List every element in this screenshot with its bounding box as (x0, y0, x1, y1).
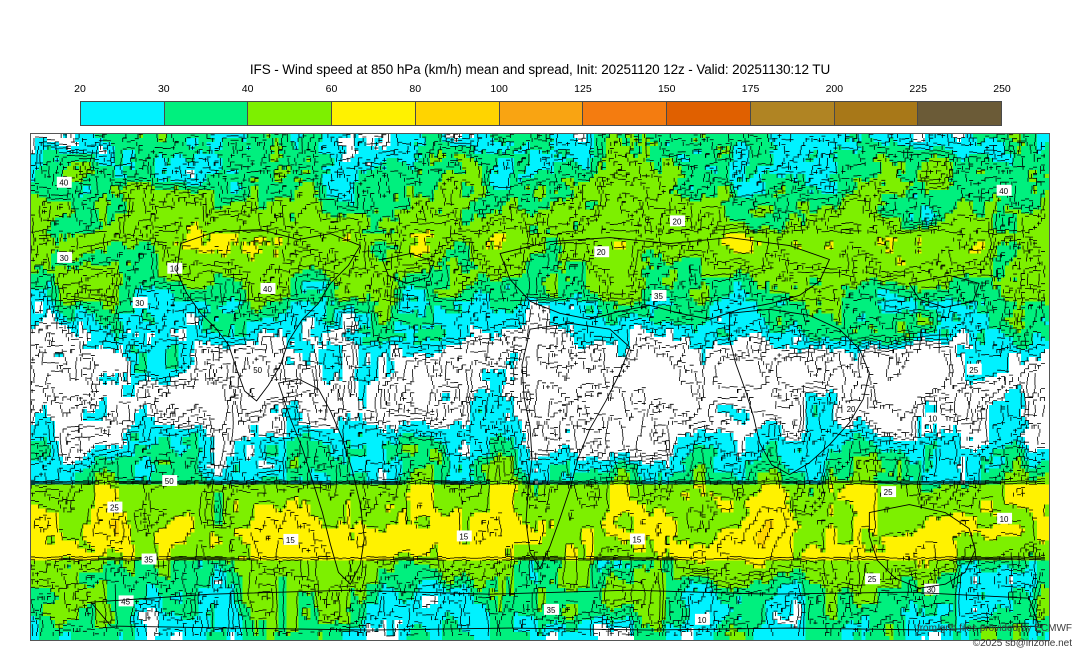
colorbar-segment-20-30 (81, 102, 164, 125)
coastline (381, 253, 435, 284)
colorbar-tick-20: 20 (74, 83, 86, 95)
svg-text:15: 15 (286, 536, 295, 545)
colorbar-segment-225-250 (917, 102, 1002, 125)
contour-label: 10 (167, 262, 183, 274)
colorbar-segment-80-100 (414, 102, 499, 125)
svg-text:15: 15 (459, 532, 468, 541)
contour-label: 25 (881, 486, 897, 497)
contour-label: 20 (594, 246, 610, 257)
coastline (729, 308, 870, 476)
colorbar-segment-125-150 (582, 102, 667, 125)
svg-text:30: 30 (60, 254, 69, 263)
svg-text:25: 25 (110, 504, 119, 513)
svg-text:45: 45 (121, 597, 130, 606)
contour-label: 15 (629, 533, 645, 544)
colorbar-tick-labels: 20 30 40 60 80 100 125 150 175 200 225 250 (74, 83, 1011, 99)
contour-label: 40 (56, 176, 72, 188)
svg-text:25: 25 (969, 366, 978, 375)
coastline (90, 589, 1040, 631)
wind-speed-map: 10 30 35 20 40 10 30 25 45 15 40 40 20 15 25 10 15 25 10 50… (31, 134, 1049, 640)
contour-label: 25 (966, 363, 982, 375)
svg-text:35: 35 (144, 555, 153, 564)
colorbar-tick-100: 100 (490, 83, 508, 95)
svg-text:10: 10 (928, 415, 937, 424)
svg-text:30: 30 (135, 299, 144, 308)
svg-text:40: 40 (59, 179, 68, 188)
svg-text:20: 20 (673, 217, 682, 226)
coastline (521, 322, 631, 569)
contour-label: 10 (997, 512, 1013, 524)
contour-label: 10 (694, 613, 710, 625)
contour-label: 10 (925, 412, 941, 424)
colorbar-segment-40-60 (247, 102, 332, 125)
contour-label: 30 (924, 583, 940, 595)
colorbar-segment-100-125 (498, 102, 583, 125)
svg-text:35: 35 (654, 292, 663, 301)
contour-label: 40 (996, 184, 1012, 196)
colorbar-segment-30-40 (163, 102, 248, 125)
svg-text:20: 20 (847, 405, 856, 414)
wind-speed-band (31, 221, 1049, 569)
page-title: IFS - Wind speed at 850 hPa (km/h) mean … (249, 62, 831, 77)
contour-label: 25 (865, 573, 881, 584)
contour-label: 35 (651, 289, 667, 301)
colorbar-strip (80, 101, 1002, 126)
svg-text:25: 25 (884, 488, 893, 497)
contour-label: 20 (670, 215, 685, 226)
svg-text:10: 10 (1000, 515, 1009, 524)
contour-label: 30 (57, 251, 73, 263)
contour-label: 20 (844, 403, 860, 414)
attribution-source: from grib files provided by ECMWF (916, 623, 1072, 634)
colorbar-tick-250: 250 (993, 83, 1011, 95)
svg-text:15: 15 (632, 535, 641, 544)
svg-text:35: 35 (547, 606, 556, 615)
svg-text:40: 40 (263, 285, 272, 294)
contour-label: 30 (132, 297, 148, 308)
colorbar-tick-175: 175 (741, 83, 760, 95)
svg-text:30: 30 (927, 586, 936, 595)
colorbar-tick-125: 125 (574, 83, 592, 95)
coastline (176, 229, 361, 402)
contour-label: 45 (118, 595, 134, 606)
svg-text:10: 10 (170, 265, 179, 274)
coastline (908, 274, 980, 308)
colorbar-tick-40: 40 (241, 83, 254, 95)
svg-text:50: 50 (165, 477, 174, 486)
svg-text:40: 40 (999, 187, 1008, 196)
contour-label: 35 (141, 553, 157, 564)
attribution-copyright: ©2025 sb@irizone.net (972, 638, 1072, 649)
wind-speed-band (31, 134, 1049, 640)
contour-lines (31, 134, 1046, 637)
colorbar-tick-200: 200 (825, 83, 844, 95)
colorbar-segment-200-225 (833, 102, 918, 125)
coastline (278, 378, 365, 585)
contour-label: 25 (107, 501, 123, 513)
coastline (499, 237, 830, 320)
colorbar-segment-60-80 (331, 102, 415, 125)
colorbar-tick-80: 80 (409, 83, 422, 95)
colorbar-segment-175-200 (749, 102, 834, 125)
contour-label: 40 (260, 282, 276, 294)
svg-text:10: 10 (698, 616, 707, 625)
contour-label: 15 (456, 530, 472, 541)
svg-text:25: 25 (868, 575, 877, 584)
colorbar-tick-30: 30 (157, 83, 170, 95)
svg-text:20: 20 (597, 248, 606, 257)
colorbar-tick-150: 150 (657, 83, 676, 95)
colorbar: 20 30 40 60 80 100 125 150 175 200 225 250 (74, 83, 1011, 127)
contour-label: 15 (283, 533, 299, 545)
contour-label: 50 (162, 475, 178, 486)
coastline (868, 504, 976, 589)
colorbar-tick-60: 60 (325, 83, 338, 95)
contour-label: 35 (543, 603, 559, 615)
map-frame[interactable]: 10 30 35 20 40 10 30 25 45 15 40 40 20 15 25 10 15 25 10 50… (30, 133, 1050, 641)
contour-label: 50 (250, 363, 266, 375)
colorbar-tick-225: 225 (909, 83, 927, 95)
svg-text:50: 50 (253, 366, 262, 375)
colorbar-segment-150-175 (666, 102, 750, 125)
